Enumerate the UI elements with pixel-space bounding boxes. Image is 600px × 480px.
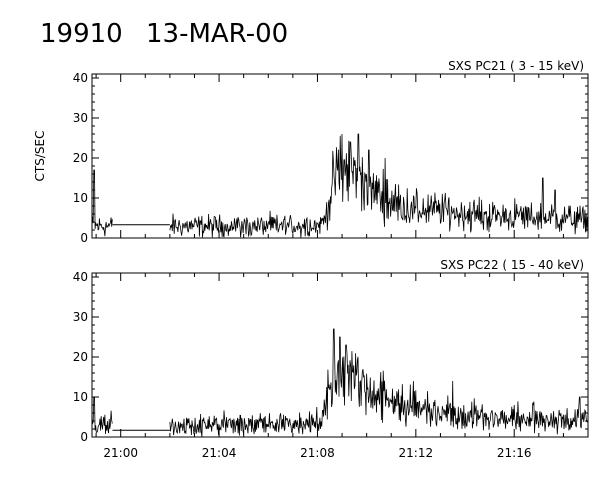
y-tick-label: 40 <box>73 71 88 85</box>
light-curve-segment-2 <box>169 133 589 238</box>
y-tick-label: 30 <box>73 111 88 125</box>
y-tick-label: 10 <box>73 390 88 404</box>
observation-date: 13-MAR-00 <box>146 19 288 49</box>
plot-frame <box>91 272 589 438</box>
light-curve-segment-1 <box>91 169 113 237</box>
light-curve-segment-2 <box>169 328 589 437</box>
x-tick-label: 21:16 <box>497 446 532 460</box>
x-tick-label: 21:08 <box>300 446 335 460</box>
x-tick-label: 21:00 <box>103 446 138 460</box>
y-tick-label: 20 <box>73 151 88 165</box>
y-axis-label: CTS/SEC <box>33 131 47 182</box>
y-tick-label: 0 <box>80 430 88 444</box>
y-tick-label: 40 <box>73 270 88 284</box>
plot-frame <box>91 73 589 239</box>
panel-label: SXS PC21 ( 3 - 15 keV) <box>448 59 584 73</box>
y-tick-label: 20 <box>73 350 88 364</box>
event-id: 19910 <box>40 19 123 49</box>
panel-pc21: SXS PC21 ( 3 - 15 keV) CTS/SEC 0 10 20 30 40 <box>33 59 589 245</box>
x-tick-label: 21:04 <box>202 446 237 460</box>
light-curve-segment-1 <box>91 396 113 435</box>
y-tick-label: 0 <box>80 231 88 245</box>
panel-label: SXS PC22 ( 15 - 40 keV) <box>440 258 584 272</box>
y-tick-label: 30 <box>73 310 88 324</box>
panel-pc22: SXS PC22 ( 15 - 40 keV) 0 10 20 30 40 21:00 21:… <box>73 258 589 460</box>
x-tick-label: 21:12 <box>399 446 434 460</box>
y-tick-label: 10 <box>73 191 88 205</box>
